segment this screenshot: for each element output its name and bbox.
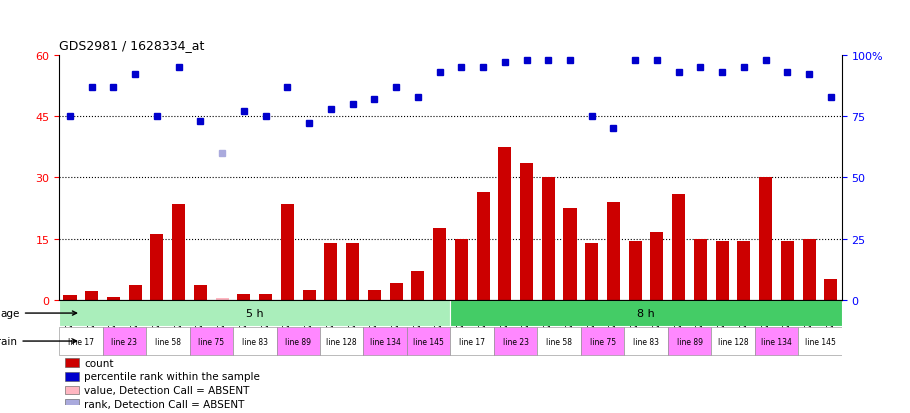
Bar <box>824 280 837 300</box>
Text: strain: strain <box>0 336 76 346</box>
Text: line 145: line 145 <box>804 337 835 346</box>
Bar <box>128 286 142 300</box>
Bar <box>389 284 402 300</box>
Text: line 58: line 58 <box>546 337 572 346</box>
Bar <box>368 290 381 300</box>
Bar <box>668 327 712 355</box>
Bar <box>781 241 794 300</box>
Text: line 23: line 23 <box>502 337 529 346</box>
Bar <box>538 327 581 355</box>
Bar <box>624 327 668 355</box>
Bar <box>411 271 424 300</box>
Bar <box>737 241 751 300</box>
Bar <box>259 294 272 300</box>
Bar <box>66 386 79 394</box>
Bar <box>651 233 663 300</box>
Text: line 134: line 134 <box>761 337 792 346</box>
Bar <box>320 327 363 355</box>
Bar <box>499 147 511 300</box>
Text: line 83: line 83 <box>633 337 659 346</box>
Bar <box>59 301 450 326</box>
Bar <box>324 243 338 300</box>
Text: line 75: line 75 <box>198 337 225 346</box>
Text: line 89: line 89 <box>676 337 703 346</box>
Bar <box>759 178 773 300</box>
Bar <box>450 327 494 355</box>
Bar <box>107 297 120 300</box>
Bar <box>194 286 207 300</box>
Bar <box>233 327 277 355</box>
Bar <box>455 239 468 300</box>
Bar <box>520 164 533 300</box>
Text: line 75: line 75 <box>590 337 616 346</box>
Bar <box>494 327 538 355</box>
Bar <box>712 327 754 355</box>
Bar <box>147 327 189 355</box>
Bar <box>66 358 79 367</box>
Bar <box>541 178 555 300</box>
Text: GDS2981 / 1628334_at: GDS2981 / 1628334_at <box>59 39 205 52</box>
Bar <box>607 202 620 300</box>
Bar <box>450 301 842 326</box>
Bar <box>477 192 490 300</box>
Bar <box>798 327 842 355</box>
Bar <box>363 327 407 355</box>
Bar <box>433 229 446 300</box>
Bar <box>715 241 729 300</box>
Bar <box>238 294 250 300</box>
Bar <box>150 235 164 300</box>
Bar <box>216 298 228 300</box>
Text: line 83: line 83 <box>242 337 268 346</box>
Text: line 89: line 89 <box>285 337 311 346</box>
Bar <box>59 327 103 355</box>
Text: count: count <box>85 358 114 368</box>
Text: percentile rank within the sample: percentile rank within the sample <box>85 371 260 381</box>
Bar <box>346 243 359 300</box>
Text: line 128: line 128 <box>327 337 357 346</box>
Bar <box>803 239 815 300</box>
Bar <box>172 204 186 300</box>
Bar <box>66 372 79 381</box>
Bar <box>277 327 320 355</box>
Bar <box>672 194 685 300</box>
Text: value, Detection Call = ABSENT: value, Detection Call = ABSENT <box>85 385 249 395</box>
Text: line 23: line 23 <box>111 337 137 346</box>
Text: line 145: line 145 <box>413 337 444 346</box>
Bar <box>64 295 76 300</box>
Bar <box>103 327 147 355</box>
Bar <box>629 241 642 300</box>
Text: rank, Detection Call = ABSENT: rank, Detection Call = ABSENT <box>85 399 245 409</box>
Text: line 58: line 58 <box>155 337 181 346</box>
Bar <box>86 291 98 300</box>
Bar <box>563 209 577 300</box>
Text: line 17: line 17 <box>68 337 94 346</box>
Bar <box>694 239 707 300</box>
Bar <box>585 243 598 300</box>
Bar <box>303 290 316 300</box>
Text: line 128: line 128 <box>718 337 748 346</box>
Text: 5 h: 5 h <box>246 309 264 318</box>
Text: line 17: line 17 <box>460 337 485 346</box>
Text: 8 h: 8 h <box>637 309 655 318</box>
Bar <box>754 327 798 355</box>
Bar <box>581 327 624 355</box>
Text: age: age <box>0 309 76 318</box>
Bar <box>281 204 294 300</box>
Bar <box>407 327 450 355</box>
Text: line 134: line 134 <box>369 337 400 346</box>
Bar <box>66 399 79 408</box>
Bar <box>189 327 233 355</box>
